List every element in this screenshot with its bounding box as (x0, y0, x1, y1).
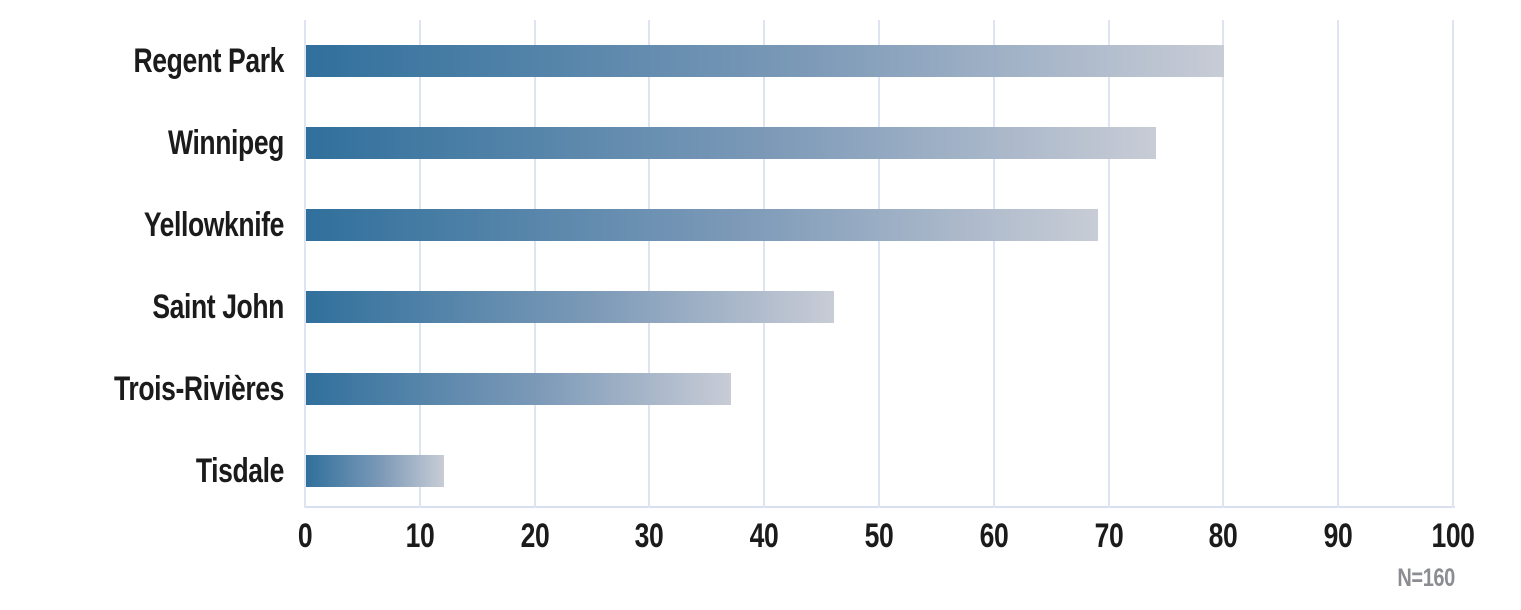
x-tick-label: 70 (1094, 517, 1123, 555)
category-label: Winnipeg (168, 124, 284, 162)
x-tick-label: 60 (979, 517, 1009, 555)
x-tick-label: 80 (1209, 517, 1238, 555)
gridline (648, 20, 651, 508)
gridline (763, 20, 766, 508)
x-tick-label: 20 (520, 517, 549, 555)
bar (306, 209, 1099, 241)
sample-size-note: N=160 (1397, 564, 1456, 592)
x-tick-label: 90 (1323, 517, 1353, 555)
gridline (992, 20, 995, 508)
category-label: Saint John (152, 288, 284, 326)
gridline (533, 20, 536, 508)
bar (306, 373, 731, 405)
x-axis: 0 10 20 30 40 50 60 70 80 90 100 (298, 517, 1475, 559)
category-label: Trois-Rivières (114, 370, 284, 408)
gridline (1452, 20, 1454, 508)
plot-area (304, 20, 1455, 508)
bar (306, 45, 1225, 77)
x-tick-label: 0 (297, 517, 313, 555)
category-label: Regent Park (133, 42, 285, 80)
category-label: Tisdale (195, 452, 285, 490)
x-tick-label: 100 (1431, 517, 1475, 555)
gridline (1107, 20, 1110, 508)
x-axis-line (305, 506, 1455, 508)
gridline (1222, 20, 1225, 508)
gridline (1337, 20, 1340, 508)
gridline (878, 20, 880, 508)
x-tick-label: 50 (864, 517, 894, 555)
bar (306, 127, 1156, 159)
x-tick-label: 40 (749, 517, 779, 555)
gridline (304, 20, 306, 508)
category-axis: Regent Park Winnipeg Yellowknife Saint John… (0, 20, 284, 508)
gridline (418, 20, 421, 508)
category-label: Yellowknife (143, 206, 285, 244)
x-tick-label: 10 (405, 517, 435, 555)
bar (306, 455, 444, 487)
x-tick-label: 30 (635, 517, 664, 555)
bar (306, 291, 835, 323)
